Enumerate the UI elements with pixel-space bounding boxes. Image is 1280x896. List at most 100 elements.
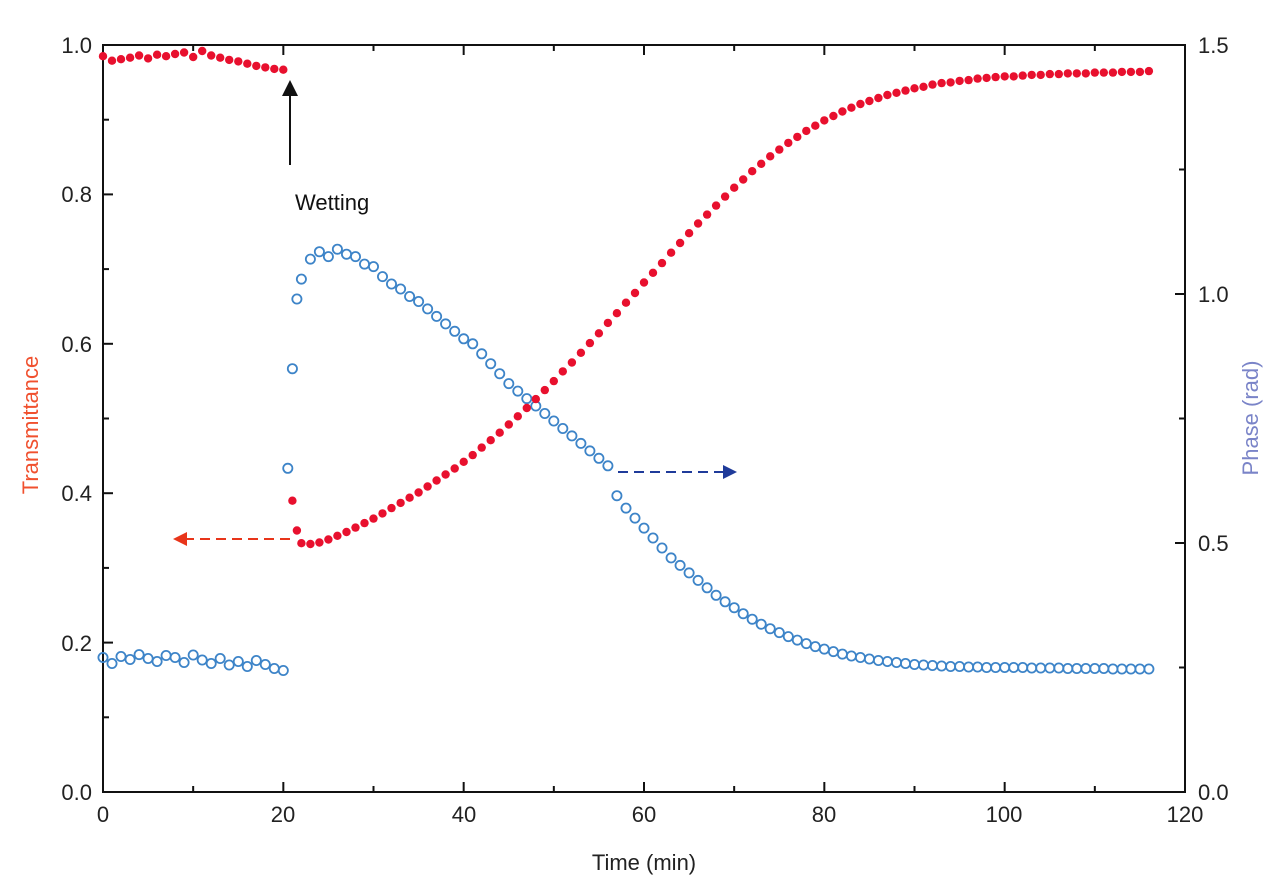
transmittance-point xyxy=(991,72,1000,82)
transmittance-point xyxy=(684,229,694,238)
transmittance-point xyxy=(98,52,108,61)
phase-point xyxy=(187,649,199,661)
transmittance-point xyxy=(874,93,883,103)
transmittance-point xyxy=(297,539,306,548)
transmittance-point xyxy=(739,175,748,184)
y-left-tick-label: 1.0 xyxy=(61,33,92,58)
phase-point xyxy=(214,653,226,665)
transmittance-point xyxy=(1108,68,1118,77)
transmittance-point xyxy=(711,201,721,210)
transmittance-point xyxy=(621,298,631,307)
phase-point xyxy=(629,512,641,524)
phase-point xyxy=(133,649,145,661)
transmittance-point xyxy=(1045,69,1055,79)
phase-point xyxy=(620,502,632,514)
phase-point xyxy=(746,613,758,625)
phase-point xyxy=(927,660,939,672)
phase-point xyxy=(503,378,515,390)
transmittance-point xyxy=(648,268,658,277)
phase-point xyxy=(863,653,875,665)
transmittance-point xyxy=(216,53,225,62)
transmittance-point xyxy=(630,288,640,298)
transmittance-point xyxy=(982,73,991,83)
phase-point xyxy=(701,582,713,594)
x-tick-label: 60 xyxy=(632,802,656,827)
transmittance-point xyxy=(107,56,117,65)
phase-point xyxy=(1053,662,1065,674)
transmittance-point xyxy=(720,192,730,201)
phase-point xyxy=(512,385,524,397)
transmittance-point xyxy=(820,116,829,125)
phase-point xyxy=(1098,663,1110,675)
y-left-axis-title: Transmittance xyxy=(18,356,43,495)
transmittance-point xyxy=(279,65,288,74)
transmittance-point xyxy=(161,52,171,61)
phase-point xyxy=(467,338,479,350)
transmittance-point xyxy=(540,385,549,395)
transmittance-point xyxy=(495,428,504,437)
x-tick-label: 100 xyxy=(986,802,1023,827)
phase-point xyxy=(115,651,127,663)
phase-point xyxy=(1071,663,1083,675)
phase-point xyxy=(999,662,1011,674)
transmittance-point xyxy=(892,88,901,98)
y-right-tick-labels: 0.0 0.5 1.0 1.5 xyxy=(1198,33,1229,805)
phase-point xyxy=(692,574,704,586)
phase-point xyxy=(142,653,154,665)
phase-point xyxy=(872,655,884,667)
transmittance-point xyxy=(1036,70,1045,80)
phase-point xyxy=(891,657,903,669)
transmittance-point xyxy=(702,210,712,219)
phase-point xyxy=(268,663,280,675)
transmittance-point xyxy=(1090,68,1100,77)
phase-point xyxy=(1062,663,1074,675)
y-right-tick-label: 1.5 xyxy=(1198,33,1229,58)
phase-point xyxy=(719,596,731,608)
phase-point xyxy=(1089,663,1101,675)
transmittance-point xyxy=(1144,66,1154,76)
phase-point xyxy=(782,631,794,643)
transmittance-point xyxy=(225,55,234,65)
phase-point xyxy=(1116,663,1128,675)
phase-point xyxy=(1080,663,1092,675)
transmittance-point xyxy=(432,476,441,485)
phase-point xyxy=(737,608,749,620)
phase-point xyxy=(800,638,812,650)
phase-point xyxy=(1026,662,1038,674)
y-right-axis-title: Phase (rad) xyxy=(1238,361,1263,476)
phase-point xyxy=(376,271,388,283)
phase-point xyxy=(291,293,303,305)
transmittance-point xyxy=(1126,67,1136,77)
phase-point xyxy=(647,532,659,544)
phase-point xyxy=(936,660,948,672)
x-tick-label: 20 xyxy=(271,802,295,827)
transmittance-point xyxy=(784,138,793,148)
transmittance-point xyxy=(639,278,649,287)
transmittance-point xyxy=(396,498,405,508)
y-left-tick-label: 0.0 xyxy=(61,780,92,805)
x-axis-title: Time (min) xyxy=(592,850,696,875)
y-right-tick-label: 1.0 xyxy=(1198,282,1229,307)
phase-point xyxy=(584,445,596,457)
phase-point xyxy=(836,648,848,660)
transmittance-point xyxy=(252,61,261,71)
phase-point xyxy=(881,656,893,668)
transmittance-point xyxy=(125,53,135,62)
phase-point xyxy=(1008,662,1020,674)
transmittance-point xyxy=(1135,67,1145,77)
y-left-tick-label: 0.4 xyxy=(61,481,92,506)
x-tick-label: 0 xyxy=(97,802,109,827)
transmittance-point xyxy=(1072,69,1082,78)
phase-point xyxy=(602,460,614,472)
phase-point xyxy=(485,358,497,370)
plot-frame xyxy=(102,44,1186,793)
transmittance-point xyxy=(576,348,586,357)
phase-point xyxy=(1107,663,1119,675)
phase-point xyxy=(313,246,325,258)
phase-point xyxy=(349,251,361,263)
phase-point xyxy=(250,655,262,667)
phase-series xyxy=(97,243,1155,677)
transmittance-point xyxy=(883,90,892,100)
transmittance-series xyxy=(98,46,1154,549)
phase-point xyxy=(845,650,857,662)
